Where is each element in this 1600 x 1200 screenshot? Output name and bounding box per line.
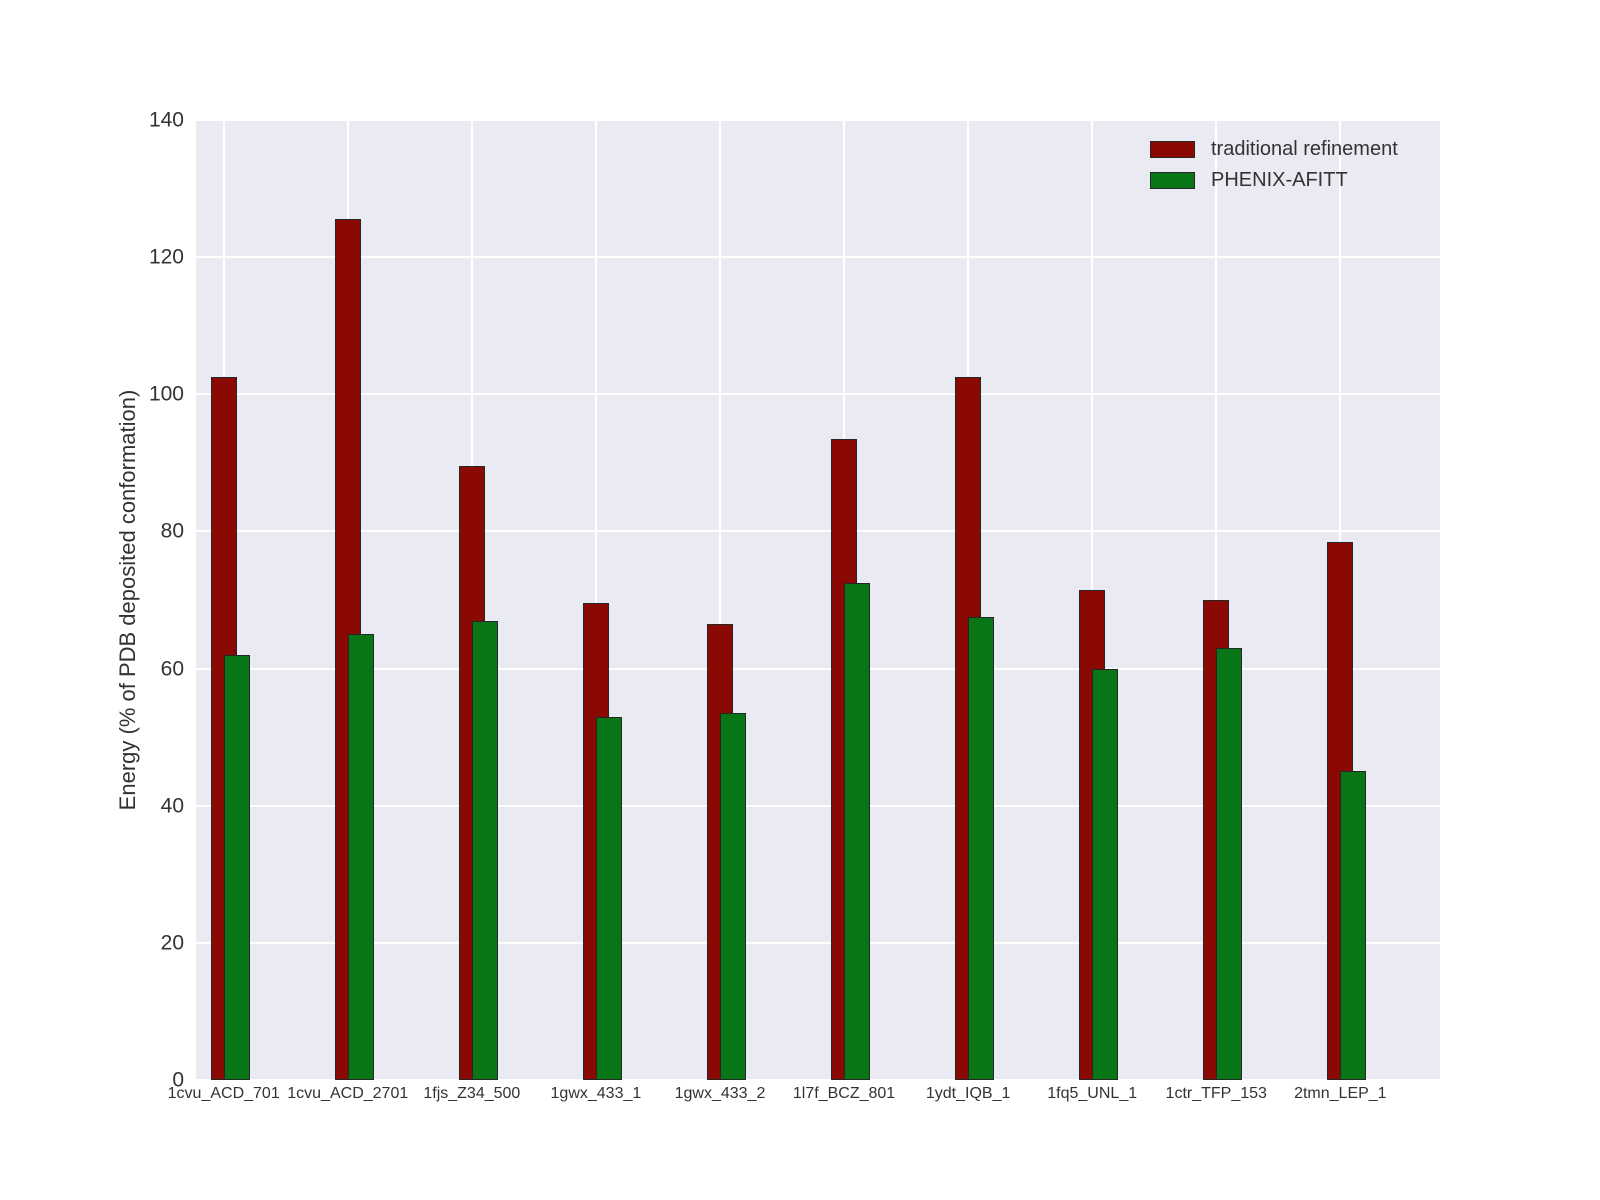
legend-label: PHENIX-AFITT <box>1211 169 1348 191</box>
x-tick-label-1fjs_Z34_500: 1fjs_Z34_500 <box>423 1085 521 1102</box>
bar-group-1ydt_IQB_1 <box>955 120 995 1080</box>
y-axis-title: Energy (% of PDB deposited conformation) <box>115 389 140 811</box>
legend-label: traditional refinement <box>1211 138 1398 160</box>
bar-phenix-1ydt_IQB_1 <box>968 617 995 1080</box>
x-tick-label-1gwx_433_1: 1gwx_433_1 <box>550 1085 642 1102</box>
legend-swatch-green <box>1150 171 1195 189</box>
bar-group-2tmn_LEP_1 <box>1327 120 1367 1080</box>
bar-group-1gwx_433_1 <box>582 120 622 1080</box>
y-tick-label-140: 140 <box>148 108 184 132</box>
legend-swatch-red <box>1150 140 1195 158</box>
x-tick-label-1ydt_IQB_1: 1ydt_IQB_1 <box>925 1085 1011 1102</box>
bar-phenix-1ctr_TFP_153 <box>1216 648 1243 1080</box>
y-tick-label-120: 120 <box>148 245 184 269</box>
x-tick-label-2tmn_LEP_1: 2tmn_LEP_1 <box>1294 1085 1387 1102</box>
x-tick-label-1cvu_ACD_701: 1cvu_ACD_701 <box>167 1085 280 1102</box>
bar-phenix-1cvu_ACD_701 <box>223 654 250 1080</box>
bar-group-1ctr_TFP_153 <box>1203 120 1243 1080</box>
gridline-y-100 <box>196 393 1440 396</box>
gridline-y-140 <box>196 119 1440 121</box>
y-tick-label-60: 60 <box>160 657 184 681</box>
bar-phenix-1cvu_ACD_2701 <box>347 634 374 1080</box>
gridline-y-60 <box>196 667 1440 670</box>
y-tick-label-80: 80 <box>160 519 184 543</box>
bar-group-1cvu_ACD_701 <box>210 120 250 1080</box>
bar-phenix-1fjs_Z34_500 <box>471 620 498 1080</box>
gridline-y-20 <box>196 941 1440 944</box>
bar-group-1l7f_BCZ_801 <box>831 120 871 1080</box>
legend-item-phenix-afitt: PHENIX-AFITT <box>1150 169 1398 191</box>
bar-phenix-2tmn_LEP_1 <box>1340 771 1367 1080</box>
bar-group-1fq5_UNL_1 <box>1079 120 1119 1080</box>
x-tick-label-1ctr_TFP_153: 1ctr_TFP_153 <box>1165 1085 1267 1102</box>
bar-phenix-1fq5_UNL_1 <box>1092 668 1119 1080</box>
bar-phenix-1gwx_433_1 <box>595 716 622 1080</box>
y-tick-label-20: 20 <box>160 931 184 955</box>
bar-group-1cvu_ACD_2701 <box>334 120 374 1080</box>
x-tick-label-1fq5_UNL_1: 1fq5_UNL_1 <box>1047 1085 1138 1102</box>
gridline-x-1gwx_433_2 <box>718 120 721 1080</box>
x-tick-label-1gwx_433_2: 1gwx_433_2 <box>674 1085 766 1102</box>
legend-item-traditional-refinement: traditional refinement <box>1150 138 1398 160</box>
y-tick-label-100: 100 <box>148 382 184 406</box>
x-tick-label-1l7f_BCZ_801: 1l7f_BCZ_801 <box>792 1085 896 1102</box>
y-tick-label-0: 0 <box>172 1068 184 1092</box>
gridline-y-80 <box>196 530 1440 533</box>
bar-group-1gwx_433_2 <box>706 120 746 1080</box>
bar-group-1fjs_Z34_500 <box>458 120 498 1080</box>
gridline-x-1gwx_433_1 <box>594 120 597 1080</box>
x-tick-label-1cvu_ACD_2701: 1cvu_ACD_2701 <box>287 1085 409 1102</box>
legend: traditional refinement PHENIX-AFITT <box>1150 138 1398 200</box>
plot-area <box>196 119 1440 1081</box>
gridline-y-120 <box>196 256 1440 259</box>
y-tick-label-40: 40 <box>160 794 184 818</box>
bar-phenix-1l7f_BCZ_801 <box>844 582 871 1080</box>
gridline-y-40 <box>196 804 1440 807</box>
gridline-y-0 <box>196 1079 1440 1081</box>
bar-phenix-1gwx_433_2 <box>719 713 746 1080</box>
